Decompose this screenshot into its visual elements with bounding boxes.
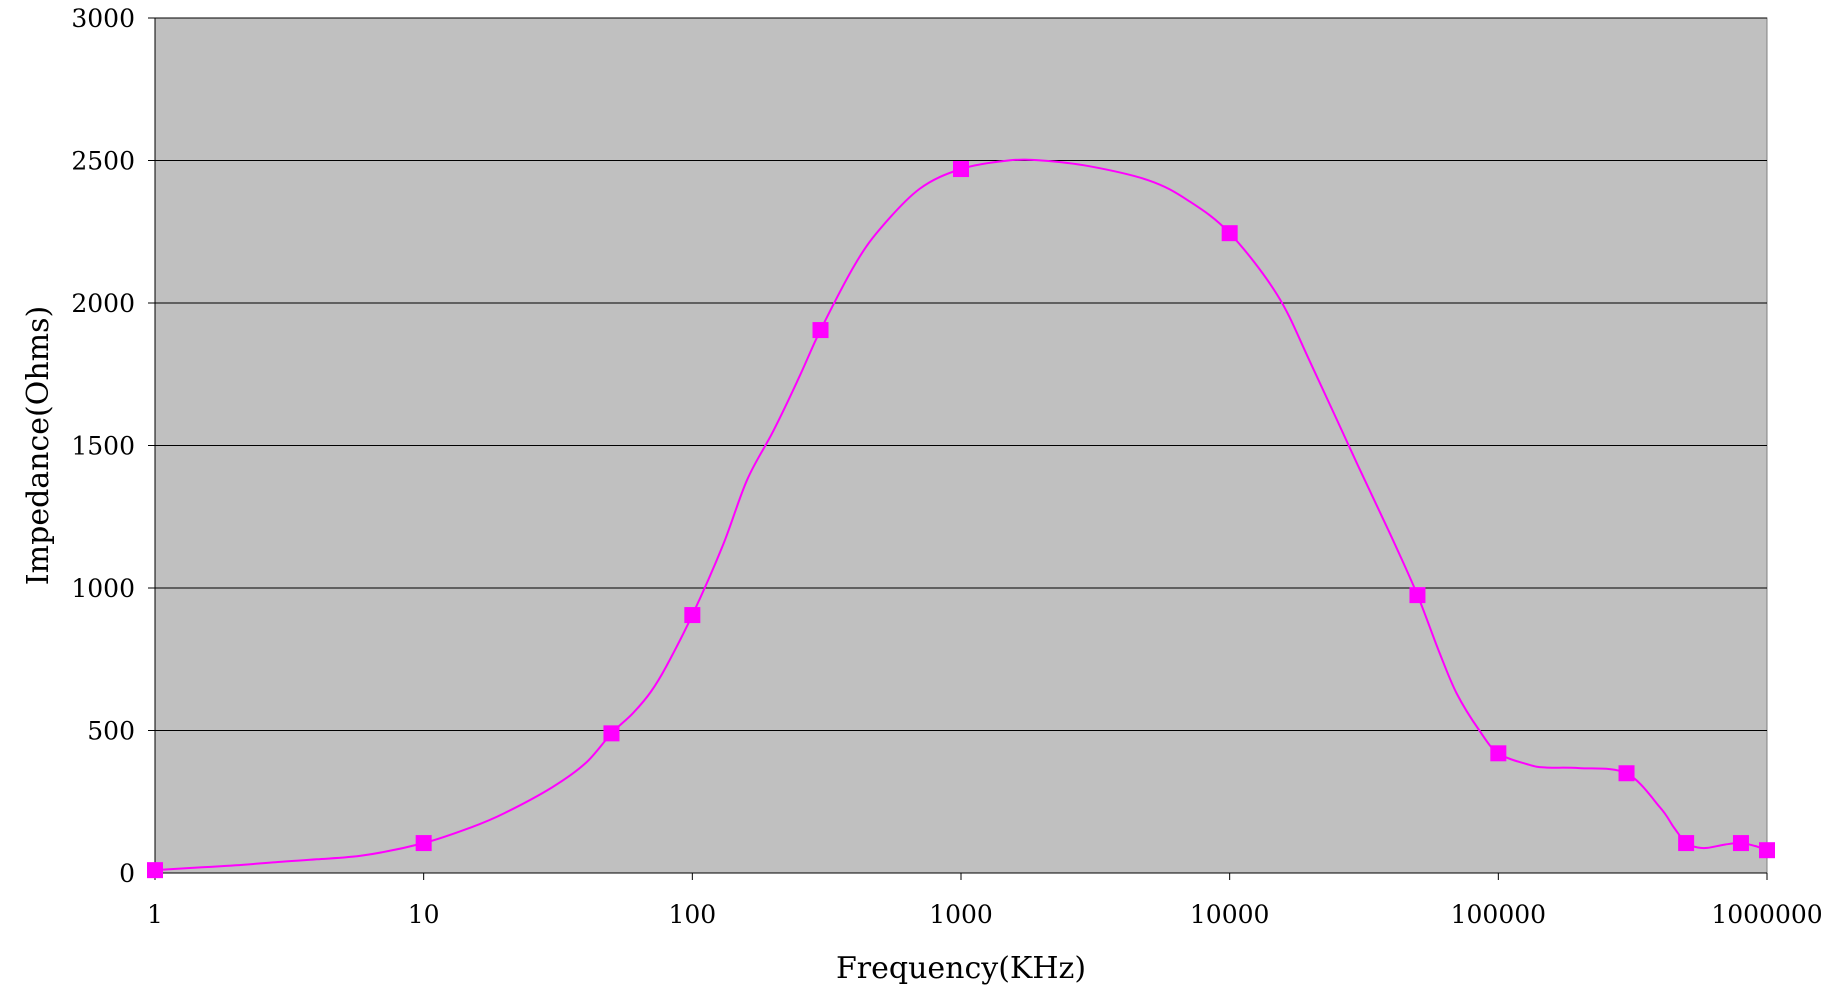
data-point-marker [415,835,432,852]
x-axis-title: Frequency(KHz) [836,951,1086,986]
data-point-marker [1409,587,1426,604]
y-tick-label: 3000 [71,4,135,33]
x-tick-label: 1000000 [1711,900,1822,929]
y-tick-label: 0 [119,859,135,888]
data-point-marker [1221,225,1238,242]
x-tick-label: 100 [668,900,716,929]
y-tick-label: 1000 [71,574,135,603]
y-tick-label: 2000 [71,289,135,318]
gridlines [155,17,1767,731]
data-point-marker [1678,835,1695,852]
y-tick-label: 500 [87,717,135,746]
x-tick-label: 100000 [1451,900,1546,929]
y-tick-label: 1500 [71,432,135,461]
data-point-marker [953,161,969,178]
data-point-marker [684,607,701,624]
data-point-marker [603,725,620,742]
y-axis-title: Impedance(Ohms) [21,306,56,585]
series-markers [147,161,1775,879]
data-point-marker [1759,842,1775,859]
data-point-marker [1490,745,1507,762]
x-tick-label: 10 [408,900,440,929]
x-tick-label: 1000 [929,900,993,929]
data-point-marker [1618,765,1635,782]
x-axis-ticks: 1 10 100 1000 10000 100000 1000000 [147,18,1823,929]
data-point-marker [1732,835,1749,852]
data-point-marker [812,322,829,339]
x-tick-label: 10000 [1190,900,1270,929]
x-tick-label: 1 [147,900,163,929]
y-tick-label: 2500 [71,147,135,176]
y-axis-ticks: 0 500 1000 1500 2000 2500 3000 [71,4,155,888]
data-point-marker [147,862,163,879]
